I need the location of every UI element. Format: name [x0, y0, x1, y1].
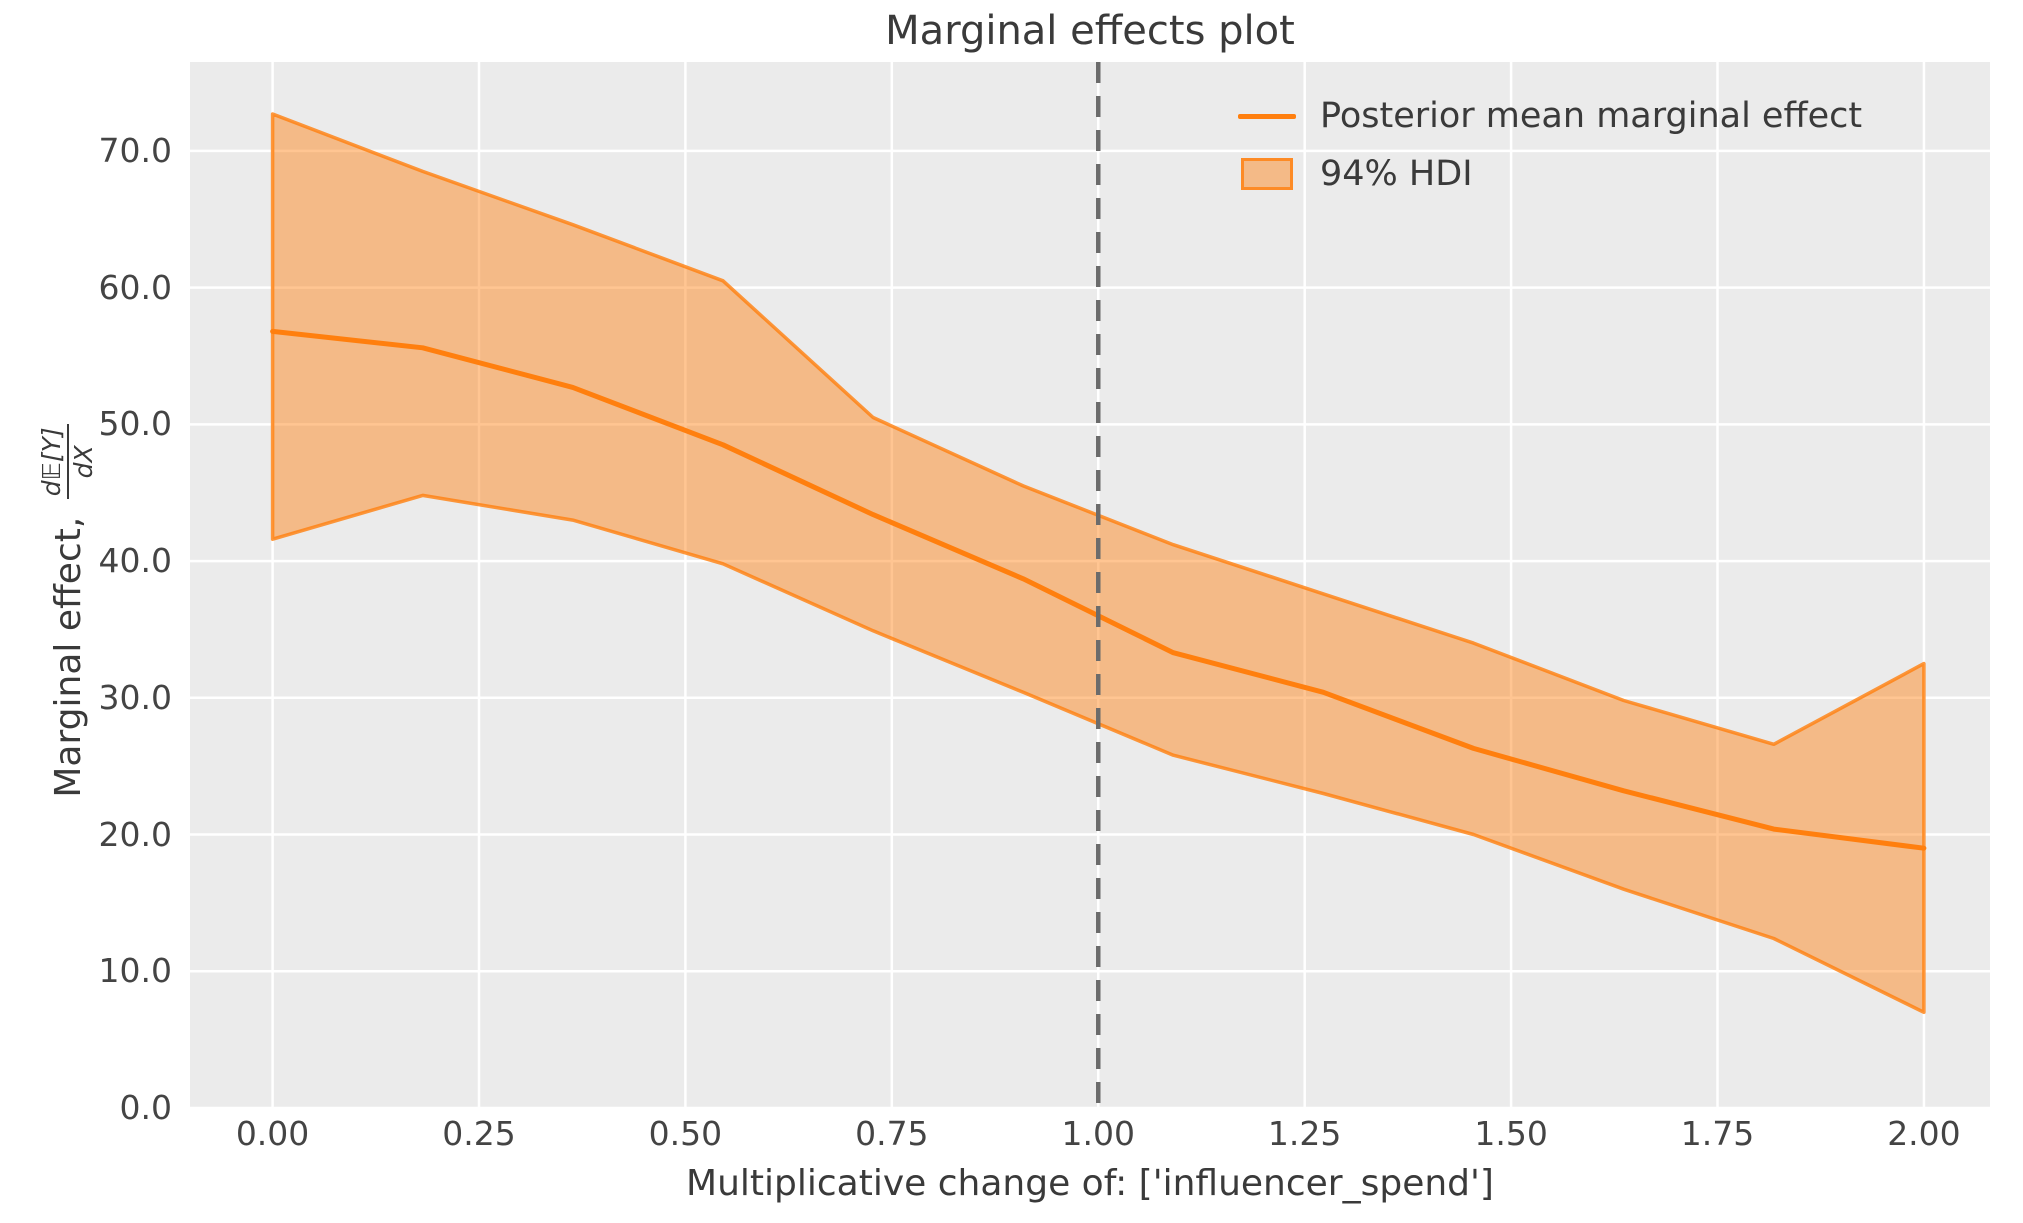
legend-patch-swatch	[1238, 158, 1296, 190]
y-tick-label: 40.0	[98, 541, 172, 581]
plot-canvas	[190, 62, 1990, 1108]
y-tick-label: 10.0	[98, 951, 172, 991]
fraction-numerator: d𝔼[Y]	[37, 424, 69, 500]
x-tick-label: 1.25	[1267, 1114, 1342, 1153]
y-tick-label: 20.0	[98, 814, 172, 854]
x-tick-label: 0.50	[648, 1114, 723, 1153]
y-axis-label-text: Marginal effect,	[47, 505, 89, 798]
hdi-band	[270, 112, 1926, 1015]
y-axis-ticks: 0.0 10.0 20.0 30.0 40.0 50.0 60.0 70.0	[0, 62, 172, 1127]
y-tick-label: 60.0	[98, 267, 172, 307]
mean-line-sample	[1238, 113, 1296, 119]
legend-item-mean: Posterior mean marginal effect	[1238, 96, 1862, 136]
x-axis-ticks: 0.00 0.25 0.50 0.75 1.00 1.25 1.50 1.75 2.00	[190, 1114, 1990, 1158]
y-tick-label: 50.0	[98, 404, 172, 444]
x-tick-label: 0.25	[442, 1114, 516, 1153]
fraction-denominator: dX	[69, 445, 98, 479]
chart-title: Marginal effects plot	[885, 8, 1295, 54]
y-axis-label: Marginal effect, d𝔼[Y] dX	[26, 311, 110, 911]
legend-label-hdi: 94% HDI	[1320, 154, 1473, 194]
legend: Posterior mean marginal effect 94% HDI	[1238, 96, 1862, 194]
plot-area	[190, 62, 1990, 1108]
y-tick-label: 30.0	[98, 677, 172, 717]
x-tick-label: 1.00	[1061, 1114, 1135, 1153]
legend-item-hdi: 94% HDI	[1238, 154, 1862, 194]
x-axis-label: Multiplicative change of: ['influencer_s…	[686, 1163, 1494, 1204]
hdi-band-sample	[1241, 158, 1293, 190]
x-tick-label: 1.50	[1474, 1114, 1548, 1153]
y-tick-label: 70.0	[98, 130, 172, 170]
x-tick-label: 1.75	[1680, 1114, 1755, 1153]
y-axis-label-fraction: d𝔼[Y] dX	[37, 424, 98, 500]
y-tick-label: 0.0	[119, 1088, 172, 1127]
legend-line-swatch	[1238, 113, 1296, 119]
x-tick-label: 0.75	[855, 1114, 929, 1153]
x-tick-label: 2.00	[1887, 1114, 1961, 1153]
legend-label-mean: Posterior mean marginal effect	[1320, 96, 1863, 136]
x-tick-label: 0.00	[235, 1114, 310, 1153]
